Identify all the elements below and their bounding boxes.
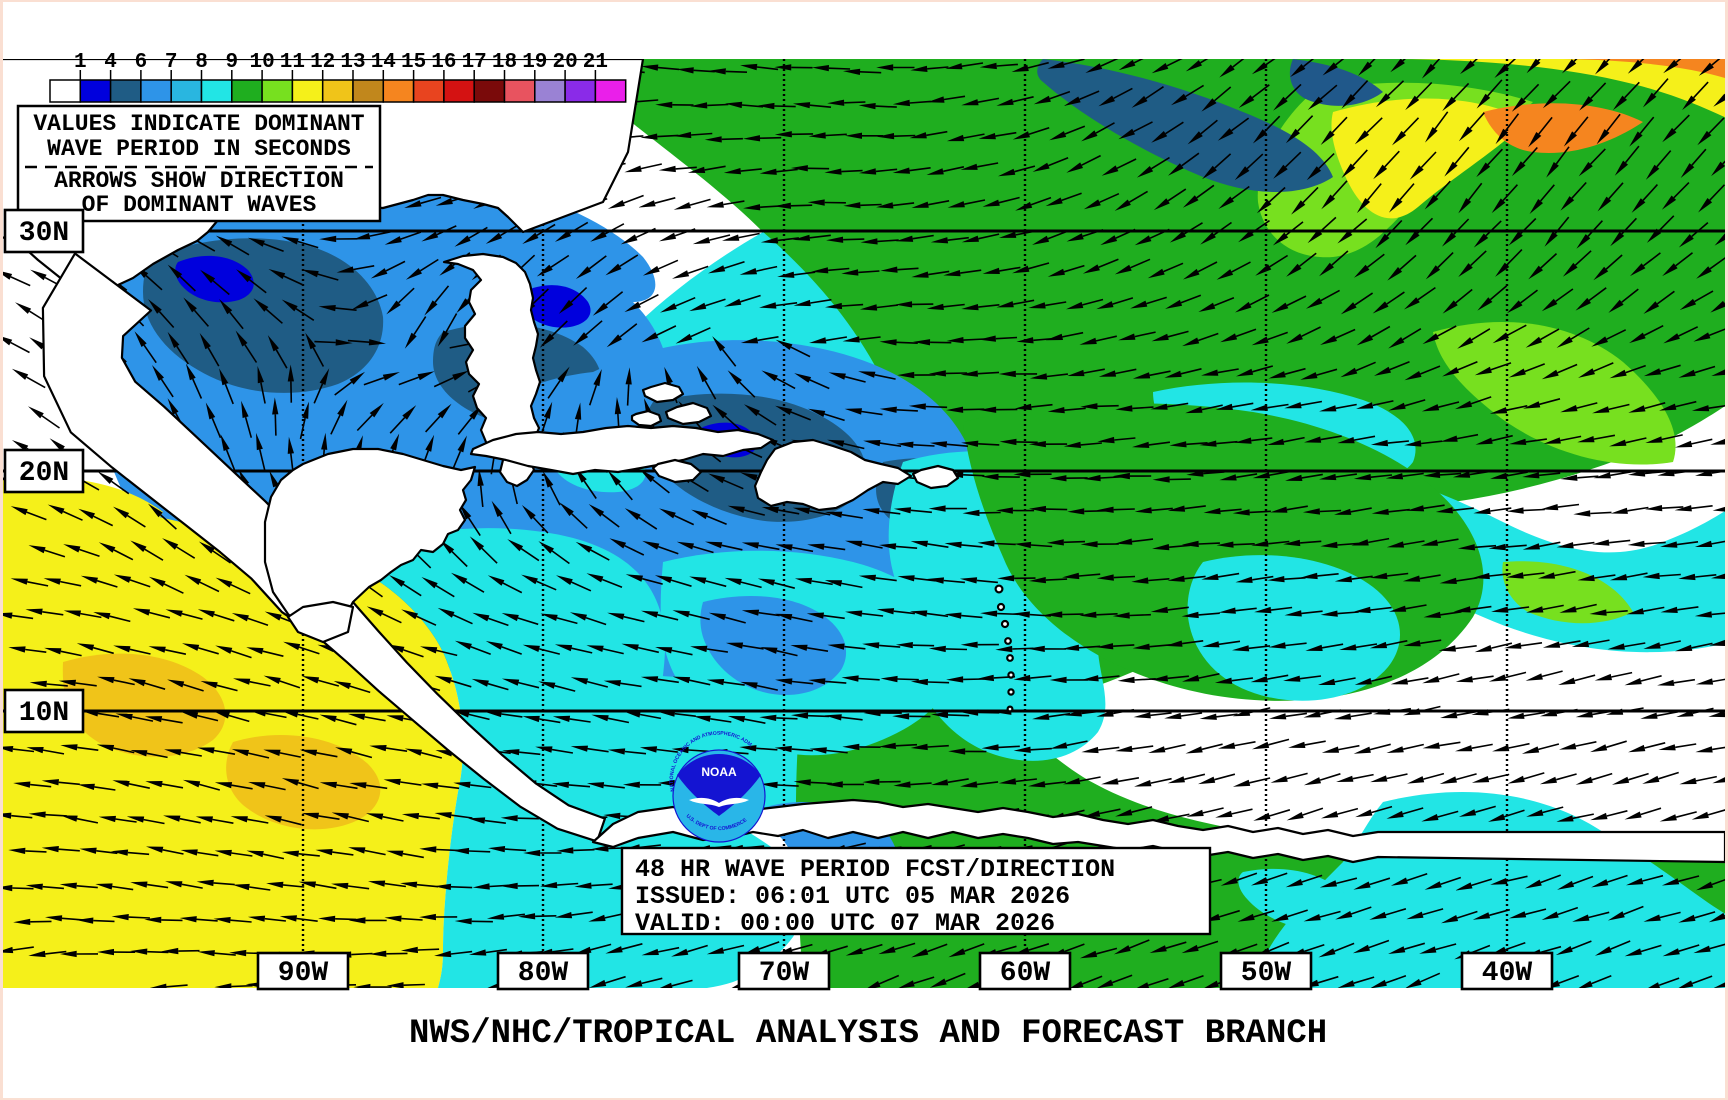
svg-text:30N: 30N: [19, 218, 69, 249]
svg-text:1: 1: [74, 51, 87, 74]
svg-text:48 HR WAVE PERIOD FCST/DIRECTI: 48 HR WAVE PERIOD FCST/DIRECTION: [635, 855, 1115, 884]
svg-text:16: 16: [431, 51, 456, 74]
svg-text:80W: 80W: [518, 958, 569, 989]
svg-text:90W: 90W: [278, 958, 329, 989]
svg-text:11: 11: [280, 51, 305, 74]
svg-text:NWS/NHC/TROPICAL ANALYSIS AND: NWS/NHC/TROPICAL ANALYSIS AND FORECAST B…: [409, 1015, 1327, 1053]
svg-text:NOAA: NOAA: [701, 765, 737, 779]
svg-text:18: 18: [492, 51, 517, 74]
svg-text:VALID: 00:00 UTC 07 MAR 2026: VALID: 00:00 UTC 07 MAR 2026: [635, 909, 1055, 938]
svg-text:20N: 20N: [19, 458, 69, 489]
svg-text:70W: 70W: [759, 958, 810, 989]
svg-text:VALUES INDICATE DOMINANT: VALUES INDICATE DOMINANT: [33, 111, 364, 137]
svg-text:10N: 10N: [19, 698, 69, 729]
svg-text:6: 6: [135, 51, 148, 74]
svg-text:15: 15: [401, 51, 426, 74]
svg-text:OF DOMINANT WAVES: OF DOMINANT WAVES: [82, 192, 317, 218]
svg-text:8: 8: [195, 51, 208, 74]
svg-text:12: 12: [310, 51, 335, 74]
svg-text:50W: 50W: [1241, 958, 1292, 989]
svg-text:ISSUED: 06:01 UTC 05 MAR 2026: ISSUED: 06:01 UTC 05 MAR 2026: [635, 882, 1070, 911]
svg-text:ARROWS SHOW DIRECTION: ARROWS SHOW DIRECTION: [54, 168, 344, 194]
svg-text:40W: 40W: [1482, 958, 1533, 989]
svg-text:10: 10: [249, 51, 274, 74]
svg-text:7: 7: [165, 51, 178, 74]
svg-text:60W: 60W: [1000, 958, 1051, 989]
svg-text:14: 14: [371, 51, 396, 74]
svg-text:20: 20: [552, 51, 577, 74]
svg-text:9: 9: [225, 51, 238, 74]
svg-text:17: 17: [462, 51, 487, 74]
svg-text:13: 13: [340, 51, 365, 74]
svg-text:WAVE PERIOD IN SECONDS: WAVE PERIOD IN SECONDS: [47, 136, 351, 162]
svg-text:4: 4: [104, 51, 117, 74]
svg-text:21: 21: [583, 51, 608, 74]
svg-text:19: 19: [522, 51, 547, 74]
